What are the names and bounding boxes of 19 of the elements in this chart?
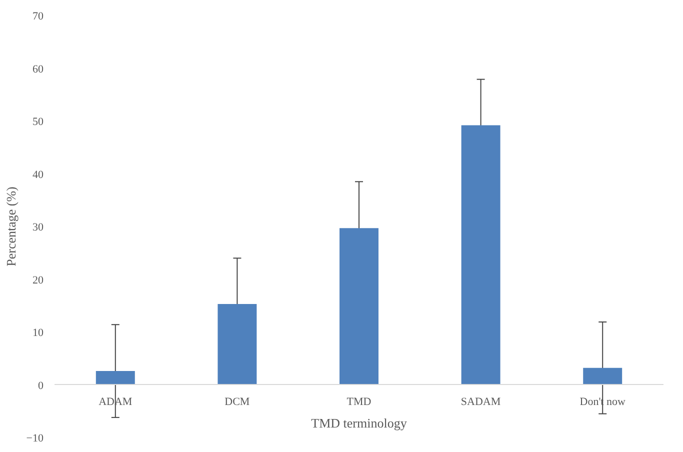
y-tick-label: 0	[38, 380, 44, 392]
x-tick-label: DCM	[224, 396, 250, 408]
y-tick-label: −10	[26, 432, 44, 444]
y-tick-label: 70	[32, 10, 44, 22]
y-tick-label: 40	[32, 168, 44, 181]
x-tick-label: SADAM	[460, 396, 501, 408]
y-axis-title: Percentage (%)	[3, 186, 18, 266]
y-tick-label: 50	[32, 116, 44, 128]
y-tick-label: 30	[32, 222, 44, 234]
bar	[461, 125, 500, 385]
bar	[340, 228, 378, 385]
bar	[583, 368, 622, 385]
y-tick-label: 10	[32, 327, 44, 339]
bar	[218, 304, 257, 385]
x-axis-title: TMD terminology	[311, 416, 408, 430]
y-tick-label: 20	[32, 274, 44, 286]
x-tick-label: TMD	[346, 396, 372, 408]
y-tick-label: 60	[32, 63, 44, 76]
bar	[96, 371, 135, 385]
